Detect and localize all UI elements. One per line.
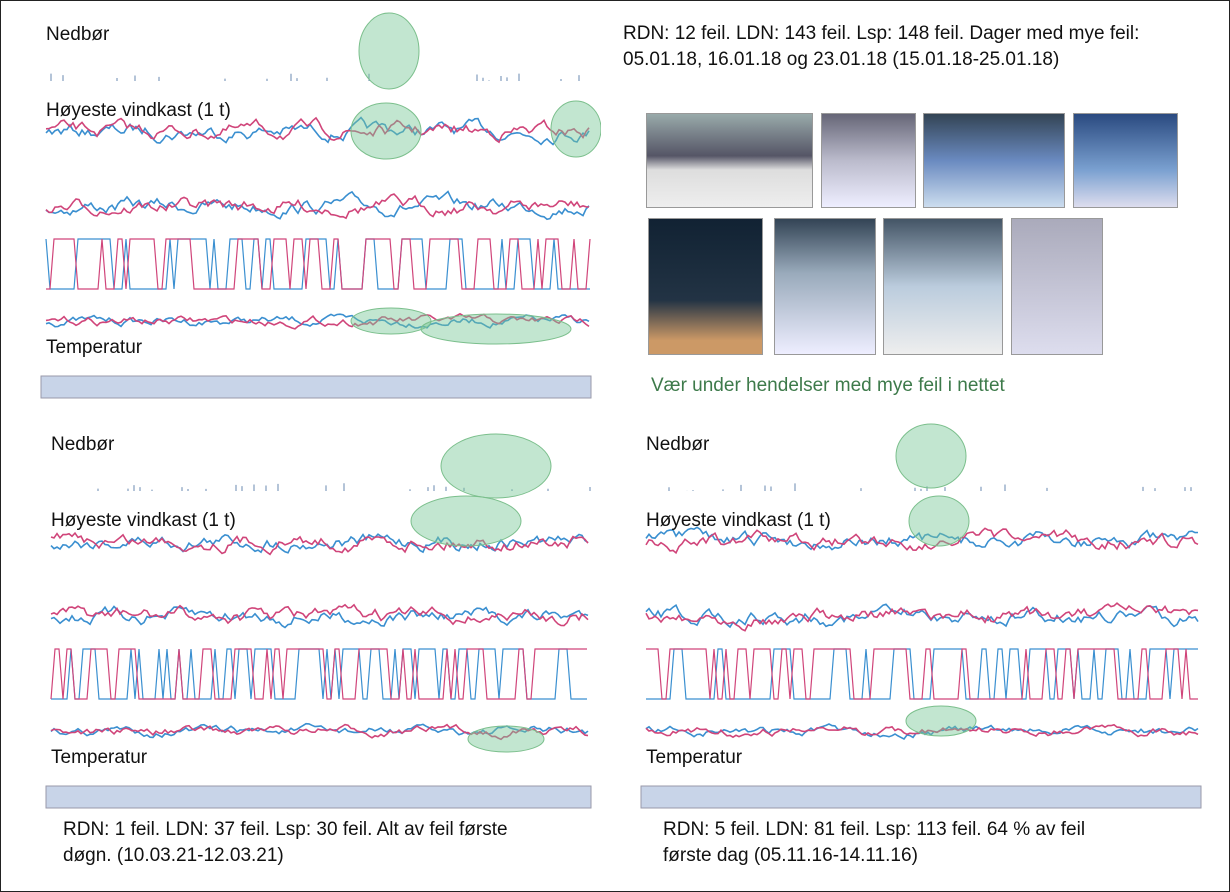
caption: RDN: 1 feil. LDN: 37 feil. Lsp: 30 feil.… (63, 817, 533, 869)
track-label: Temperatur (46, 337, 143, 358)
trace (51, 605, 588, 626)
track-label: Nedbør (51, 434, 115, 455)
highlight (411, 496, 521, 546)
track-label: Nedbør (46, 24, 110, 45)
highlight (909, 496, 969, 546)
slide: RDN: 12 feil. LDN: 143 feil. Lsp: 148 fe… (0, 0, 1230, 892)
track-label: Temperatur (51, 747, 148, 768)
highlight (421, 314, 571, 344)
chart-screenshot: Nedbør Høyeste vindkast (1 t) Temperatur (621, 421, 1211, 816)
track-label: Temperatur (646, 747, 743, 768)
highlight (351, 308, 431, 334)
photo (646, 113, 813, 208)
navigator (41, 376, 591, 398)
navigator (46, 786, 591, 808)
photo (1073, 113, 1178, 208)
photo (774, 218, 876, 355)
highlight (359, 13, 419, 89)
photo (821, 113, 916, 208)
highlight (896, 424, 966, 488)
photo (923, 113, 1065, 208)
photo (648, 218, 763, 355)
track-label: Høyeste vindkast (1 t) (51, 510, 236, 531)
trace (46, 118, 589, 145)
navigator (641, 786, 1201, 808)
track-label: Høyeste vindkast (1 t) (646, 510, 831, 531)
highlight (906, 706, 976, 736)
chart-screenshot: Nedbør Høyeste vindkast (1 t) Temperatur (26, 421, 601, 816)
chart-screenshot: Nedbør Høyeste vindkast (1 t) Temperatur (21, 11, 601, 406)
highlight (468, 726, 544, 752)
photo (1011, 218, 1103, 355)
photo-caption: Vær under hendelser med mye feil i nette… (651, 373, 1005, 399)
caption: RDN: 12 feil. LDN: 143 feil. Lsp: 148 fe… (623, 21, 1213, 73)
trace (51, 607, 588, 628)
caption: RDN: 5 feil. LDN: 81 feil. Lsp: 113 feil… (663, 817, 1133, 869)
trace (51, 649, 587, 699)
trace (646, 649, 1198, 699)
trace (46, 239, 590, 289)
track-label: Nedbør (646, 434, 710, 455)
highlight (441, 434, 551, 498)
highlight (351, 103, 421, 159)
trace (46, 118, 589, 142)
highlight (551, 101, 601, 157)
photo (883, 218, 1003, 355)
track-label: Høyeste vindkast (1 t) (46, 100, 231, 121)
